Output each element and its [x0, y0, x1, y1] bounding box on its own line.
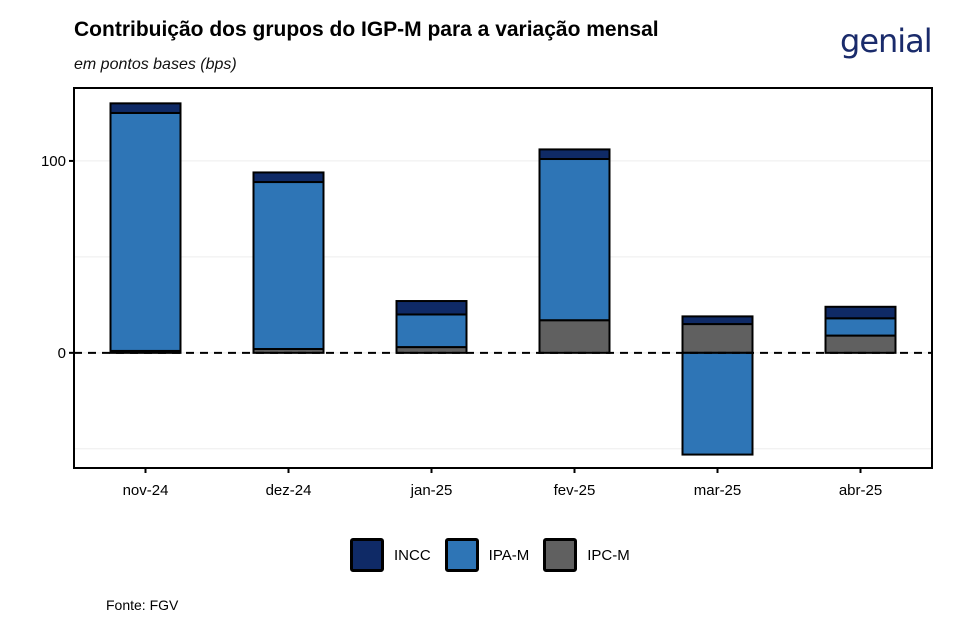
- bar-incc-dez-24: [252, 171, 325, 184]
- bar-ipc-m-mar-25: [681, 323, 754, 354]
- x-tick-label: abr-25: [839, 482, 882, 499]
- bar-ipa-m-mar-25: [681, 351, 754, 456]
- legend-item-ipc-m: IPC-M: [543, 538, 630, 572]
- x-tick-label: mar-25: [694, 482, 742, 499]
- legend-item-incc: INCC: [350, 538, 431, 572]
- legend-item-ipa-m: IPA-M: [444, 538, 530, 572]
- chart-title: Contribuição dos grupos do IGP-M para a …: [74, 18, 659, 41]
- source-note: Fonte: FGV: [106, 597, 179, 613]
- bar-ipa-m-nov-24: [109, 111, 182, 352]
- bar-incc-mar-25: [681, 315, 754, 326]
- x-tick-label: jan-25: [410, 482, 453, 499]
- chart-subtitle: em pontos bases (bps): [74, 56, 237, 73]
- bar-incc-abr-25: [824, 305, 897, 320]
- bar-ipa-m-abr-25: [824, 317, 897, 337]
- x-tick-label: nov-24: [123, 482, 169, 499]
- legend: INCC IPA-M IPC-M: [350, 538, 644, 572]
- legend-swatch-ipa-m: [444, 538, 479, 572]
- bar-incc-jan-25: [395, 300, 468, 316]
- genial-logo: genial: [840, 22, 933, 60]
- plot-border: [73, 87, 933, 469]
- x-tick-label: dez-24: [266, 482, 312, 499]
- legend-label-ipc-m: IPC-M: [587, 546, 630, 564]
- bar-ipa-m-dez-24: [252, 181, 325, 351]
- legend-swatch-incc: [350, 538, 384, 572]
- bar-incc-nov-24: [109, 102, 182, 114]
- bar-incc-fev-25: [538, 148, 611, 161]
- bar-ipc-m-abr-25: [824, 334, 897, 354]
- y-tick-label: 100: [41, 153, 66, 170]
- bar-ipa-m-fev-25: [538, 158, 611, 322]
- legend-label-incc: INCC: [394, 546, 431, 564]
- legend-label-ipa-m: IPA-M: [488, 546, 530, 564]
- bar-ipa-m-jan-25: [395, 313, 468, 349]
- legend-swatch-ipc-m: [543, 538, 578, 572]
- chart-area: 0 100 nov-24 dez-24 jan-25 fev-25 mar-25 abr-25: [41, 87, 933, 499]
- y-tick-label: 0: [58, 345, 66, 362]
- x-tick-label: fev-25: [554, 482, 596, 499]
- bar-ipc-m-fev-25: [538, 319, 611, 354]
